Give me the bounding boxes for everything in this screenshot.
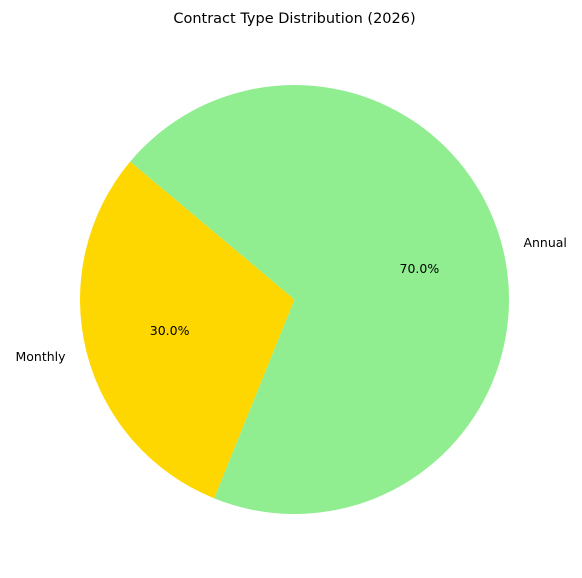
pie-labels: Monthly 30.0% Annual 70.0% [15,235,566,364]
slice-label-annual: Annual [523,235,566,250]
slice-pct-label-monthly: 30.0% [150,323,190,338]
pie-slice-annual [130,85,509,515]
pie-slices [79,85,509,515]
slice-pct-label-annual: 70.0% [400,261,440,276]
pie-slice-monthly [79,161,295,499]
slice-label-monthly: Monthly [15,349,66,364]
chart-title: Contract Type Distribution (2026) [173,11,415,27]
